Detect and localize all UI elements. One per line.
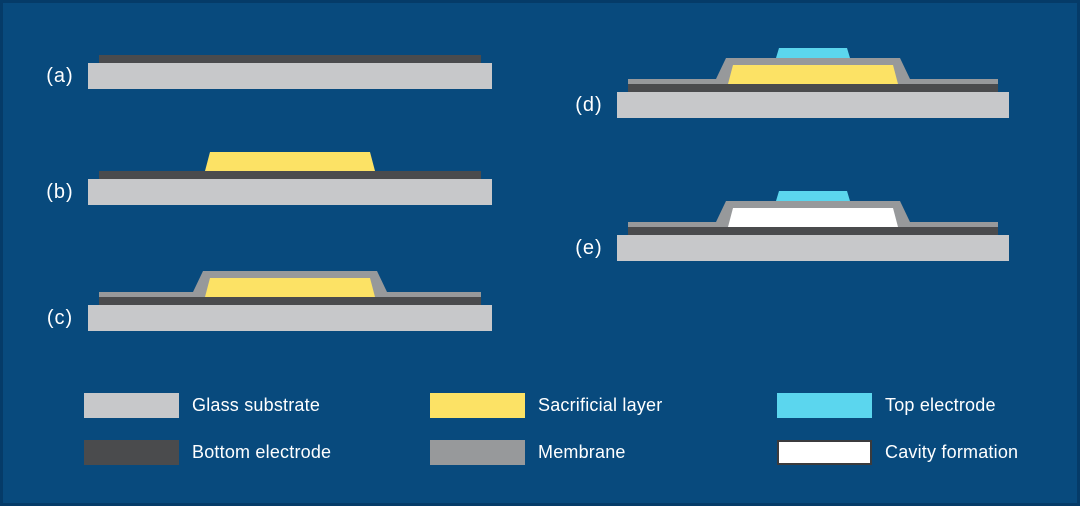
step-e-structure (617, 191, 1009, 261)
step-e: (e) (569, 165, 1049, 265)
step-c-structure (88, 271, 492, 331)
membrane-swatch (430, 440, 525, 465)
top-electrode-swatch (777, 393, 872, 418)
legend-item-cavity-formation: Cavity formation (777, 440, 1018, 465)
legend-item-membrane: Membrane (430, 440, 626, 465)
legend-label: Top electrode (885, 395, 996, 415)
glass-substrate-layer (617, 92, 1009, 118)
bottom-electrode-swatch (84, 440, 179, 465)
bottom-electrode-layer (99, 55, 481, 63)
glass-substrate-layer (88, 63, 492, 89)
top-electrode-layer (776, 48, 850, 58)
glass-substrate-layer (617, 235, 1009, 261)
cavity-formation-swatch (777, 440, 872, 465)
glass-substrate-layer (88, 179, 492, 205)
glass-substrate-layer (88, 305, 492, 331)
legend-item-top-electrode: Top electrode (777, 393, 996, 418)
step-d-structure (617, 48, 1009, 118)
bottom-electrode-layer (99, 171, 481, 179)
legend-label: Membrane (538, 442, 626, 462)
sacrificial-layer (205, 152, 375, 171)
glass-substrate-swatch (84, 393, 179, 418)
bottom-electrode-layer (99, 297, 481, 305)
step-b-structure (88, 152, 492, 205)
step-c: (c) (40, 235, 520, 335)
legend-item-bottom-electrode: Bottom electrode (84, 440, 331, 465)
step-c-label: (c) (46, 307, 74, 329)
sacrificial-layer (205, 278, 375, 297)
step-d-label: (d) (575, 94, 603, 116)
sacrificial-layer (728, 65, 898, 84)
step-e-label: (e) (575, 237, 603, 259)
step-b-label: (b) (46, 181, 74, 203)
step-a: (a) (40, 0, 520, 93)
legend-item-glass-substrate: Glass substrate (84, 393, 320, 418)
legend-label: Cavity formation (885, 442, 1019, 462)
legend-label: Sacrificial layer (538, 395, 663, 415)
step-d: (d) (569, 22, 1049, 122)
top-electrode-layer (776, 191, 850, 201)
step-a-structure (88, 55, 492, 89)
legend-label: Glass substrate (192, 395, 321, 415)
cavity-layer (728, 208, 898, 227)
bottom-electrode-layer (628, 227, 998, 235)
legend-label: Bottom electrode (192, 442, 332, 462)
sacrificial-layer-swatch (430, 393, 525, 418)
step-b: (b) (40, 109, 520, 209)
bottom-electrode-layer (628, 84, 998, 92)
legend-item-sacrificial-layer: Sacrificial layer (430, 393, 662, 418)
step-a-label: (a) (46, 65, 74, 87)
